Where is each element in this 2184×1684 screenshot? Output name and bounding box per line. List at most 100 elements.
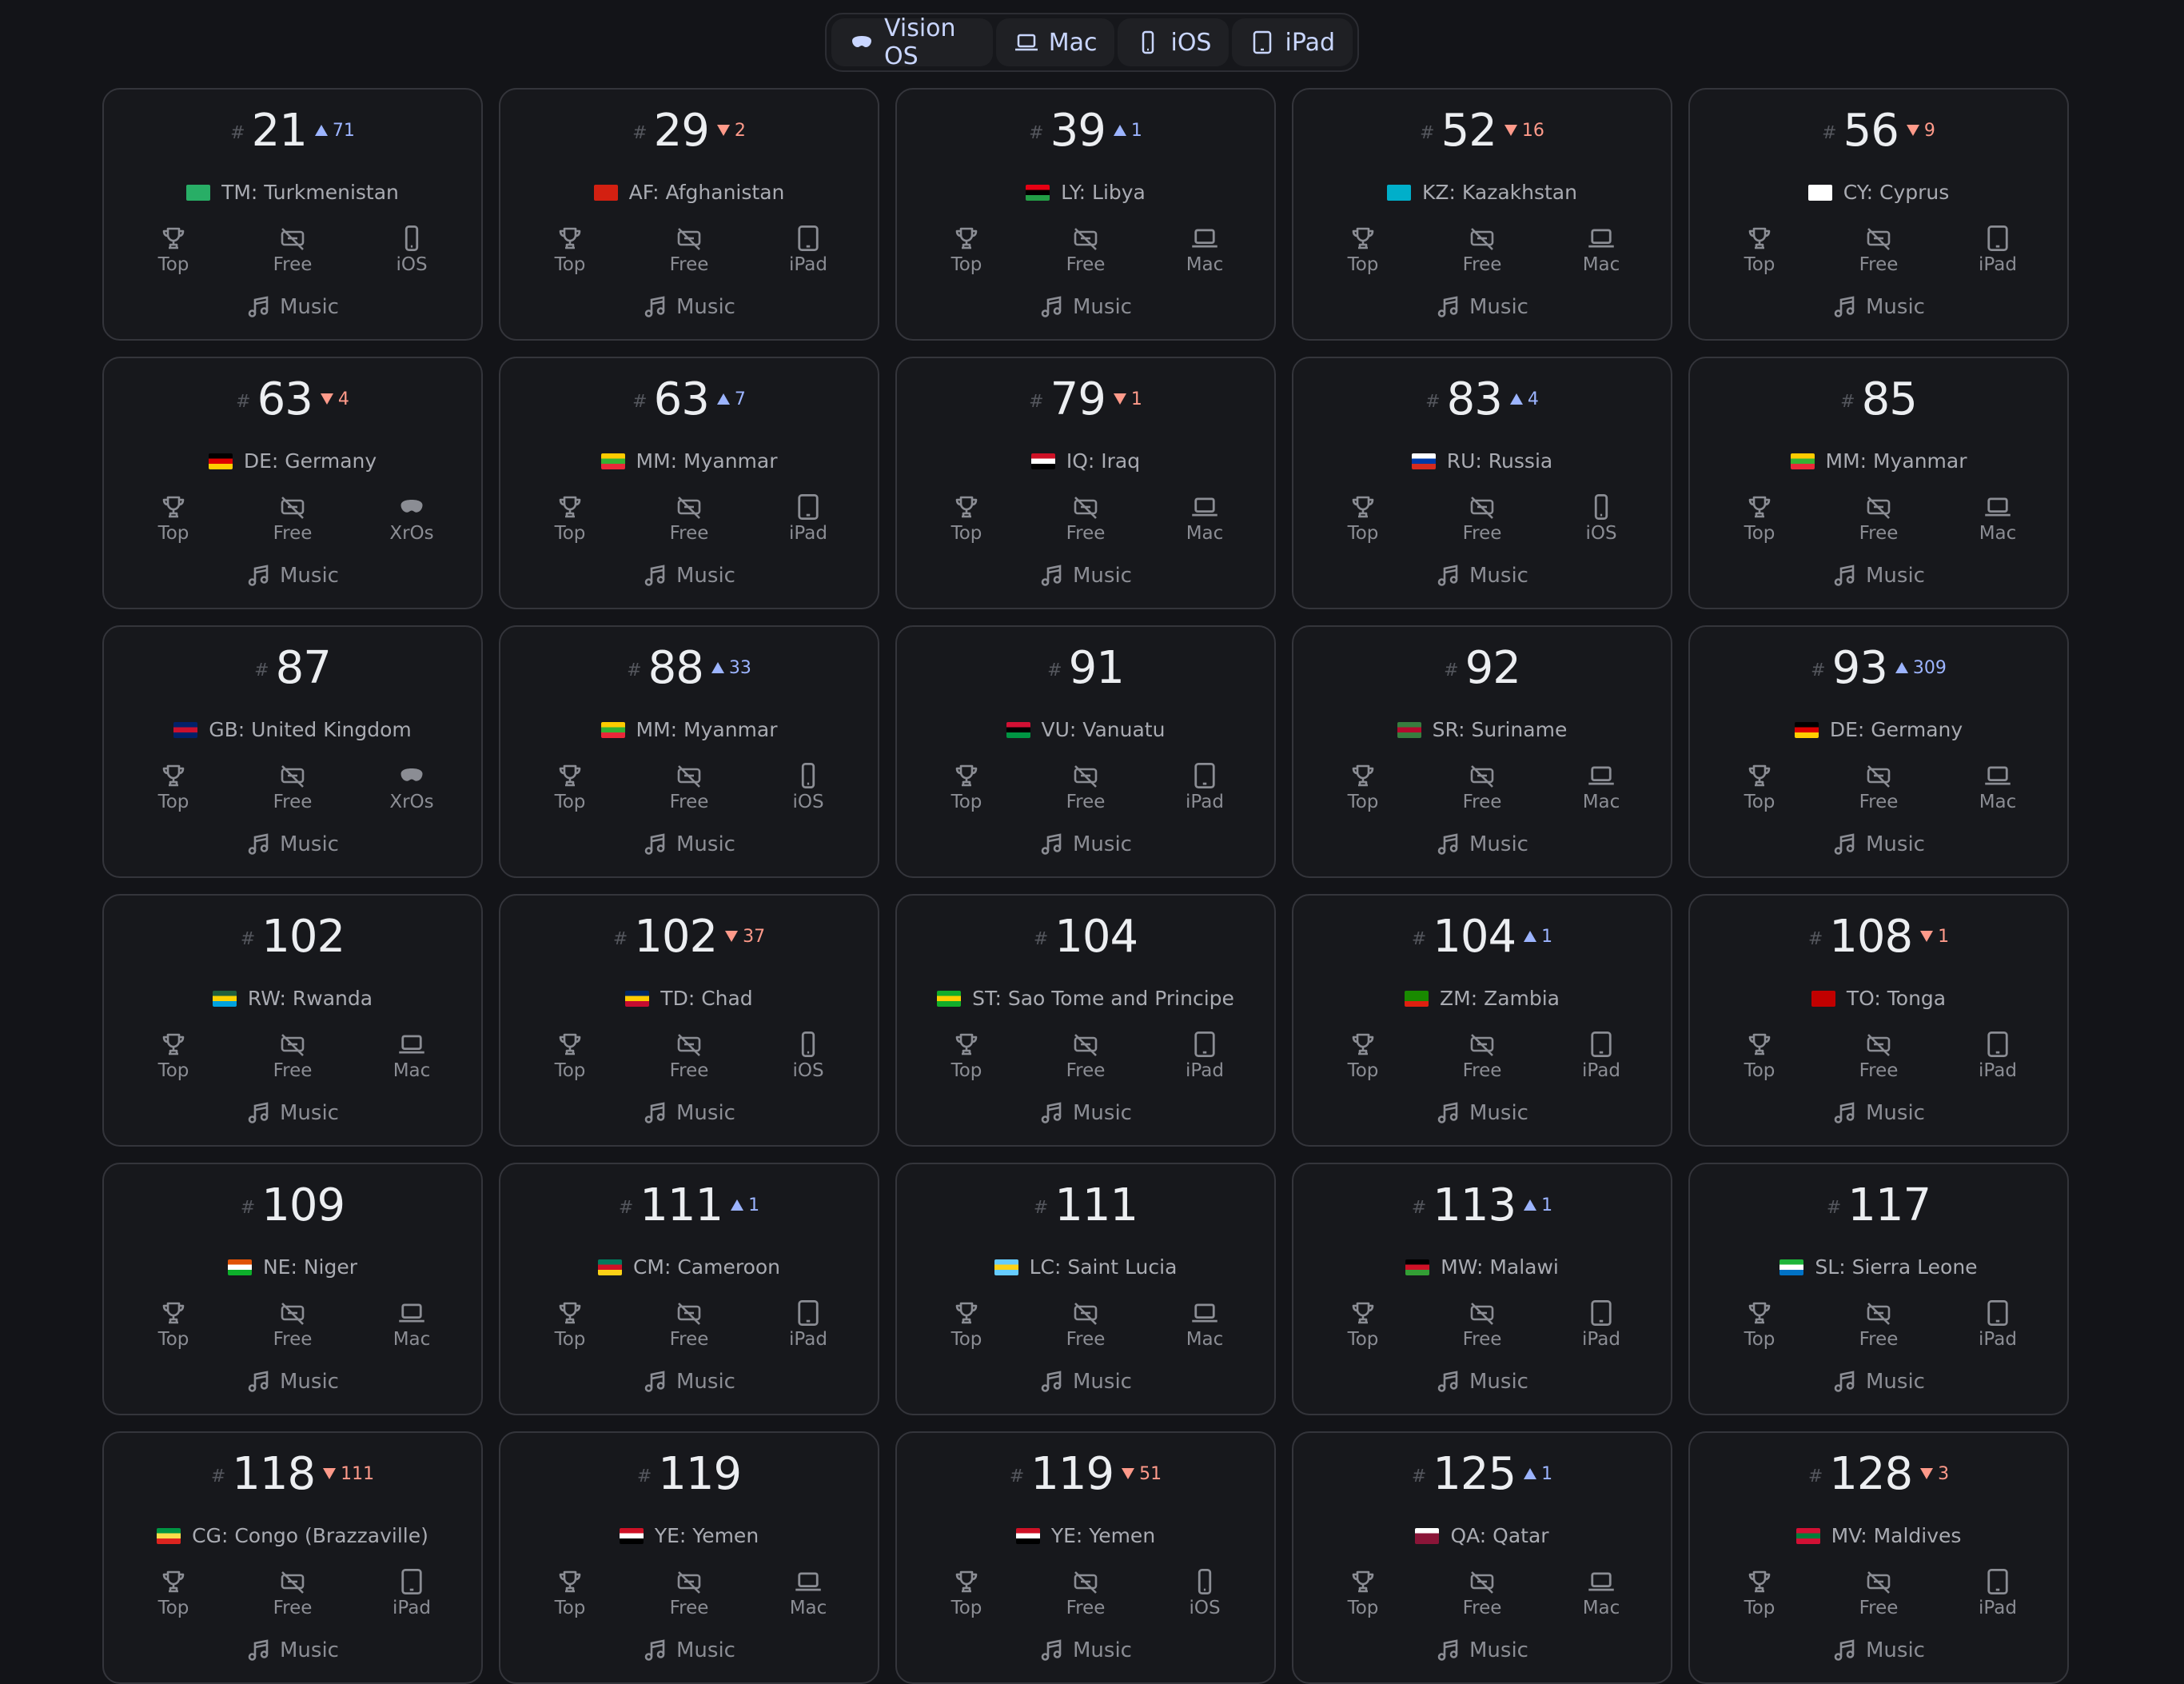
price-free: Free — [1835, 1299, 1923, 1350]
hash-symbol: # — [627, 660, 642, 680]
trophy-icon — [556, 1567, 584, 1598]
ranking-card[interactable]: #52 16 KZ: Kazakhstan Top Free Mac Music — [1292, 88, 1672, 341]
chart-meta: Top Free iPad — [526, 224, 852, 275]
stat-label: Free — [1066, 523, 1106, 544]
chart-type-top: Top — [1716, 224, 1803, 275]
free-icon — [1864, 224, 1893, 254]
chart-type-top: Top — [1716, 761, 1803, 812]
trophy-icon — [1349, 761, 1377, 792]
genre-label: Music — [1469, 1638, 1528, 1662]
ranking-card[interactable]: #85 MM: Myanmar Top Free Mac Music — [1688, 357, 2069, 609]
country-label: NE: Niger — [262, 1255, 358, 1279]
music-icon — [246, 1100, 272, 1126]
ranking-card[interactable]: #92 SR: Suriname Top Free Mac Music — [1292, 625, 1672, 878]
ranking-card[interactable]: #109 NE: Niger Top Free Mac Music — [102, 1163, 483, 1415]
flag-icon — [1006, 721, 1030, 738]
rank-line: #93 309 — [1690, 641, 2067, 694]
stat-label: Top — [554, 1329, 586, 1350]
stat-label: Top — [1744, 1329, 1775, 1350]
ranking-card[interactable]: #108 1 TO: Tonga Top Free iPad Music — [1688, 894, 2069, 1147]
rank-line: #119 — [500, 1447, 878, 1500]
country-label: ZM: Zambia — [1440, 987, 1560, 1010]
ranking-card[interactable]: #39 1 LY: Libya Top Free Mac Music — [895, 88, 1276, 341]
genre: Music — [104, 1638, 481, 1663]
hash-symbol: # — [1840, 391, 1855, 412]
ranking-card[interactable]: #63 7 MM: Myanmar Top Free iPad Music — [499, 357, 879, 609]
price-free: Free — [645, 1567, 733, 1618]
ranking-card[interactable]: #104 ST: Sao Tome and Principe Top Free iPad… — [895, 894, 1276, 1147]
tab-ios[interactable]: iOS — [1118, 18, 1229, 66]
rank-change: 4 — [320, 389, 349, 409]
ranking-card[interactable]: #21 71 TM: Turkmenistan Top Free iOS Music — [102, 88, 483, 341]
rank-number: 39 — [1050, 104, 1106, 157]
ranking-card[interactable]: #111 1 CM: Cameroon Top Free iPad Music — [499, 1163, 879, 1415]
country-label: SL: Sierra Leone — [1815, 1255, 1978, 1279]
hash-symbol: # — [1807, 1466, 1823, 1486]
stat-label: Top — [157, 1329, 189, 1350]
genre-label: Music — [676, 295, 735, 319]
platform: XrOs — [368, 761, 456, 812]
ranking-card[interactable]: #119 YE: Yemen Top Free Mac Music — [499, 1431, 879, 1684]
rank-change-value: 33 — [728, 657, 751, 678]
chart-meta: Top Free Mac — [923, 1299, 1249, 1350]
platform-label: iPad — [1582, 1060, 1620, 1081]
platform: iPad — [368, 1567, 456, 1618]
stat-label: Free — [273, 792, 313, 812]
country: QA: Qatar — [1293, 1524, 1671, 1547]
chart-type-top: Top — [923, 1030, 1010, 1081]
stat-label: Free — [1462, 523, 1502, 544]
hash-symbol: # — [1033, 928, 1049, 949]
ranking-card[interactable]: #125 1 QA: Qatar Top Free Mac Music — [1292, 1431, 1672, 1684]
arrow-down-icon — [1906, 125, 1919, 136]
hash-symbol: # — [1444, 660, 1459, 680]
free-icon — [1864, 493, 1893, 523]
rank-change: 4 — [1509, 389, 1539, 409]
ranking-card[interactable]: #91 VU: Vanuatu Top Free iPad Music — [895, 625, 1276, 878]
ranking-card[interactable]: #29 2 AF: Afghanistan Top Free iPad Music — [499, 88, 879, 341]
hash-symbol: # — [236, 391, 251, 412]
trophy-icon — [1745, 761, 1774, 792]
tab-ipad[interactable]: iPad — [1232, 18, 1353, 66]
stat-label: Free — [273, 1329, 313, 1350]
stat-label: Top — [1744, 254, 1775, 275]
tab-mac[interactable]: Mac — [995, 18, 1115, 66]
chart-meta: Top Free iPad — [1319, 1299, 1645, 1350]
ranking-card[interactable]: #87 GB: United Kingdom Top Free XrOs Music — [102, 625, 483, 878]
trophy-icon — [952, 1567, 981, 1598]
ranking-card[interactable]: #63 4 DE: Germany Top Free XrOs Music — [102, 357, 483, 609]
music-icon — [1436, 294, 1461, 320]
free-icon — [1071, 1299, 1100, 1329]
ranking-card[interactable]: #79 1 IQ: Iraq Top Free Mac Music — [895, 357, 1276, 609]
ranking-card[interactable]: #102 RW: Rwanda Top Free Mac Music — [102, 894, 483, 1147]
ranking-card[interactable]: #118 111 CG: Congo (Brazzaville) Top Free iPa… — [102, 1431, 483, 1684]
ranking-card[interactable]: #111 LC: Saint Lucia Top Free Mac Music — [895, 1163, 1276, 1415]
country: CY: Cyprus — [1690, 181, 2067, 204]
ranking-card[interactable]: #104 1 ZM: Zambia Top Free iPad Music — [1292, 894, 1672, 1147]
trophy-icon — [952, 761, 981, 792]
stat-label: Top — [1744, 1598, 1775, 1618]
ranking-card[interactable]: #128 3 MV: Maldives Top Free iPad Music — [1688, 1431, 2069, 1684]
chart-type-top: Top — [923, 493, 1010, 544]
rank-change: 16 — [1504, 121, 1544, 141]
trophy-icon — [159, 1030, 188, 1060]
chart-meta: Top Free Mac — [130, 1030, 456, 1081]
stat-label: Top — [1347, 254, 1379, 275]
ranking-card[interactable]: #113 1 MW: Malawi Top Free iPad Music — [1292, 1163, 1672, 1415]
flag-icon — [1397, 721, 1421, 738]
tab-vision-os[interactable]: Vision OS — [831, 14, 993, 70]
country: SL: Sierra Leone — [1690, 1255, 2067, 1279]
chart-type-top: Top — [1319, 1030, 1407, 1081]
ranking-card[interactable]: #88 33 MM: Myanmar Top Free iOS Music — [499, 625, 879, 878]
ranking-card[interactable]: #83 4 RU: Russia Top Free iOS Music — [1292, 357, 1672, 609]
country: MW: Malawi — [1293, 1255, 1671, 1279]
platform: Mac — [1161, 224, 1249, 275]
hash-symbol: # — [1822, 122, 1837, 143]
rank-number: 111 — [1054, 1179, 1138, 1231]
ranking-card[interactable]: #102 37 TD: Chad Top Free iOS Music — [499, 894, 879, 1147]
ranking-card[interactable]: #93 309 DE: Germany Top Free Mac Music — [1688, 625, 2069, 878]
chart-type-top: Top — [526, 224, 614, 275]
ranking-card[interactable]: #119 51 YE: Yemen Top Free iOS Music — [895, 1431, 1276, 1684]
ranking-card[interactable]: #56 9 CY: Cyprus Top Free iPad Music — [1688, 88, 2069, 341]
ranking-card[interactable]: #117 SL: Sierra Leone Top Free iPad Music — [1688, 1163, 2069, 1415]
platform-label: Mac — [1582, 1598, 1620, 1618]
